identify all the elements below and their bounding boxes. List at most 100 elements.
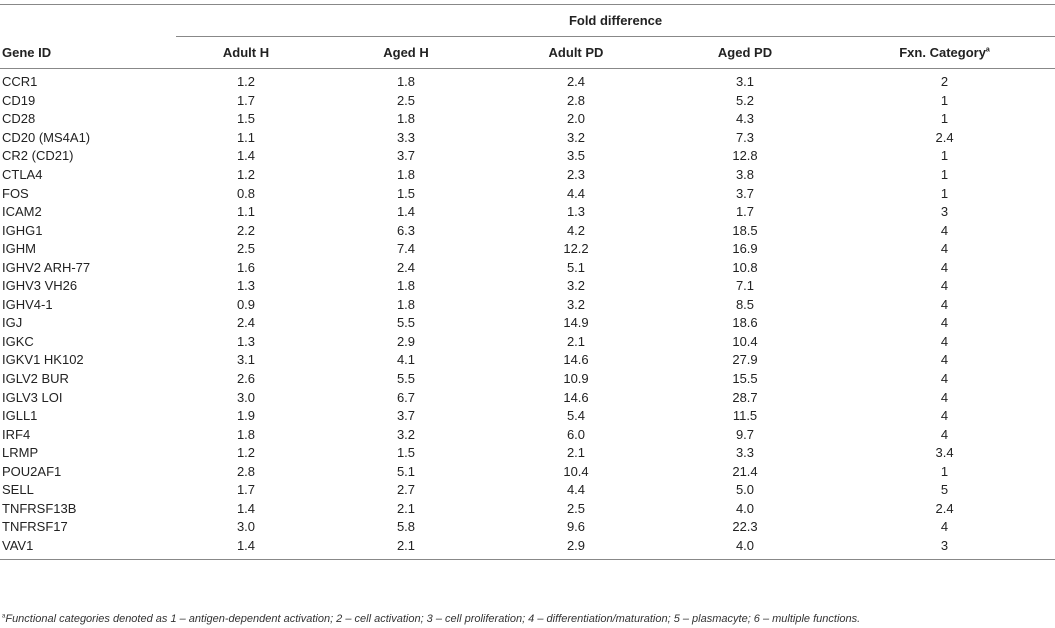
value-cell: 1 xyxy=(940,167,949,182)
value-cell: 21.4 xyxy=(732,463,758,479)
value-cell: 5.5 xyxy=(396,315,416,331)
table-row: IGLV3 LOI 3.0 6.7 14.6 28.7 4 xyxy=(0,388,1055,407)
value-cell: 1 xyxy=(940,463,949,479)
value-cell: 4 xyxy=(940,408,949,424)
value-cell: 6.0 xyxy=(566,426,586,442)
table-row: POU2AF1 2.8 5.1 10.4 21.4 1 xyxy=(0,462,1055,481)
value-cell: 2.4 xyxy=(396,259,416,275)
value-cell: 1.2 xyxy=(236,445,256,461)
value-cell: 10.8 xyxy=(732,259,758,275)
value-cell: 4 xyxy=(940,222,949,238)
value-cell: 3 xyxy=(834,536,1055,561)
value-cell: 3.0 xyxy=(236,389,256,405)
value-cell: 22.3 xyxy=(732,519,758,535)
value-cell: 1 xyxy=(940,148,949,164)
table-row: IGHV4-1 0.9 1.8 3.2 8.5 4 xyxy=(0,296,1055,315)
value-cell: 4 xyxy=(940,315,949,331)
gene-id-cell: VAV1 xyxy=(0,536,176,561)
table-body: CCR1 1.2 1.8 2.4 3.1 2 CD19 1.7 2.5 2.8 5.2 1 CD28 1.… xyxy=(0,69,1055,561)
value-cell: 3.2 xyxy=(566,278,586,294)
value-cell: 1.2 xyxy=(236,74,256,90)
gene-id-cell: ICAM2 xyxy=(2,204,42,220)
value-cell: 14.6 xyxy=(563,352,589,368)
value-cell: 2.5 xyxy=(236,241,256,257)
value-cell: 3.2 xyxy=(566,296,586,312)
value-cell: 1.4 xyxy=(236,500,256,516)
gene-id-cell: CD20 (MS4A1) xyxy=(2,129,91,145)
value-cell: 1.7 xyxy=(236,482,256,498)
value-cell: 1.4 xyxy=(176,536,316,561)
value-cell: 2.7 xyxy=(396,482,416,498)
value-cell: 8.5 xyxy=(735,296,755,312)
value-cell: 1.8 xyxy=(236,426,256,442)
value-cell: 10.4 xyxy=(563,463,589,479)
value-cell: 1.4 xyxy=(396,204,416,220)
gene-id-cell: IGKV1 HK102 xyxy=(2,352,84,368)
value-cell: 11.5 xyxy=(732,408,758,424)
value-cell: 3.5 xyxy=(566,148,586,164)
gene-id-cell: CD28 xyxy=(2,111,36,127)
table-row: CD19 1.7 2.5 2.8 5.2 1 xyxy=(0,92,1055,111)
table-row: IGJ 2.4 5.5 14.9 18.6 4 xyxy=(0,314,1055,333)
gene-id-cell: SELL xyxy=(2,482,34,498)
gene-id-cell: TNFRSF17 xyxy=(2,519,68,535)
table-row: CTLA4 1.2 1.8 2.3 3.8 1 xyxy=(0,166,1055,185)
table-header: Fold difference Gene ID Adult H Aged H A… xyxy=(0,4,1055,69)
value-cell: 7.4 xyxy=(396,241,416,257)
table-row: IRF4 1.8 3.2 6.0 9.7 4 xyxy=(0,425,1055,444)
gene-id-cell: LRMP xyxy=(2,445,39,461)
gene-id-cell: IGHM xyxy=(2,241,36,257)
value-cell: 2.1 xyxy=(316,536,496,561)
value-cell: 1.8 xyxy=(396,278,416,294)
table-row: IGHV2 ARH-77 1.6 2.4 5.1 10.8 4 xyxy=(0,258,1055,277)
group-header-blank xyxy=(0,4,176,37)
table-row: TNFRSF17 3.0 5.8 9.6 22.3 4 xyxy=(0,518,1055,537)
value-cell: 1.9 xyxy=(236,408,256,424)
value-cell: 4 xyxy=(940,296,949,312)
value-cell: 4.3 xyxy=(735,111,755,127)
fold-difference-table: Fold difference Gene ID Adult H Aged H A… xyxy=(0,4,1055,561)
column-header-aged-h: Aged H xyxy=(316,36,496,69)
gene-id-cell: IGKC xyxy=(2,333,34,349)
value-cell: 18.6 xyxy=(732,315,758,331)
value-cell: 7.1 xyxy=(735,278,755,294)
gene-id-cell: IGHV2 ARH-77 xyxy=(2,259,91,275)
value-cell: 4.2 xyxy=(566,222,586,238)
table-row: IGLV2 BUR 2.6 5.5 10.9 15.5 4 xyxy=(0,370,1055,389)
value-cell: 6.7 xyxy=(396,389,416,405)
value-cell: 3.0 xyxy=(236,519,256,535)
table-row: VAV1 1.4 2.1 2.9 4.0 3 xyxy=(0,536,1055,561)
footnote-marker: a xyxy=(985,46,990,54)
value-cell: 1.8 xyxy=(396,167,416,182)
value-cell: 3.2 xyxy=(566,129,586,145)
value-cell: 3.7 xyxy=(735,185,755,201)
value-cell: 4.4 xyxy=(566,185,586,201)
value-cell: 4.4 xyxy=(566,482,586,498)
footnote-mark: a xyxy=(2,613,6,620)
value-cell: 4 xyxy=(940,278,949,294)
value-cell: 1.7 xyxy=(735,204,755,220)
value-cell: 3.1 xyxy=(735,74,755,90)
value-cell: 3.3 xyxy=(396,129,416,145)
table-row: ICAM2 1.1 1.4 1.3 1.7 3 xyxy=(0,203,1055,222)
value-cell: 1.3 xyxy=(236,333,256,349)
gene-id-cell: IGLV3 LOI xyxy=(2,389,63,405)
value-cell: 1.1 xyxy=(236,204,256,220)
value-cell: 12.2 xyxy=(563,241,589,257)
value-cell: 4 xyxy=(940,426,949,442)
value-cell: 2.6 xyxy=(236,371,256,387)
table-row: IGHV3 VH26 1.3 1.8 3.2 7.1 4 xyxy=(0,277,1055,296)
value-cell: 18.5 xyxy=(732,222,758,238)
table-row: CCR1 1.2 1.8 2.4 3.1 2 xyxy=(0,69,1055,92)
value-cell: 9.6 xyxy=(566,519,586,535)
gene-id-cell: CD19 xyxy=(2,92,36,108)
value-cell: 2.1 xyxy=(566,445,586,461)
column-header-fxn-category-label: Fxn. Category xyxy=(899,45,986,60)
value-cell: 12.8 xyxy=(732,148,758,164)
value-cell: 2.4 xyxy=(935,500,954,516)
value-cell: 6.3 xyxy=(396,222,416,238)
table-row: IGHG1 2.2 6.3 4.2 18.5 4 xyxy=(0,221,1055,240)
value-cell: 1.5 xyxy=(396,185,416,201)
value-cell: 1 xyxy=(940,92,949,108)
value-cell: 5.1 xyxy=(566,259,586,275)
